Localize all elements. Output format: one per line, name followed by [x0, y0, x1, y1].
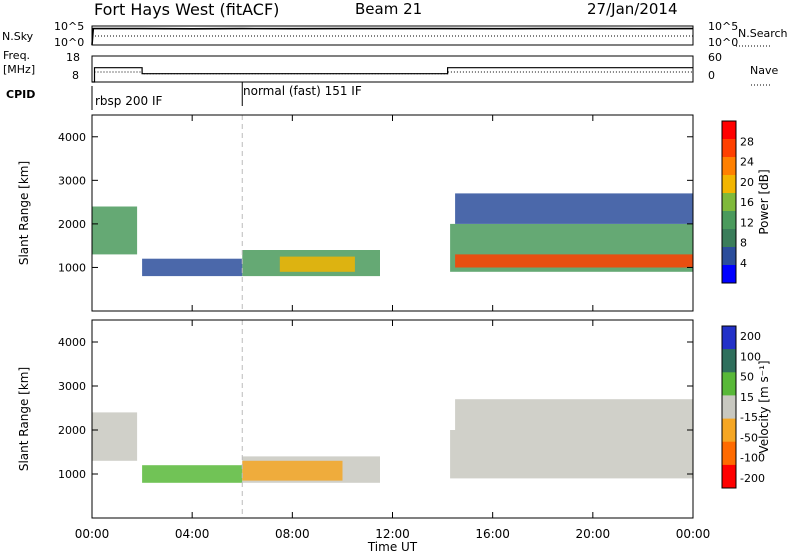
power-colorbar-segment: [722, 247, 736, 266]
velocity-colorbar-tick: 100: [740, 350, 761, 363]
velocity-colorbar-segment: [722, 441, 736, 466]
freq-series-line: [92, 67, 693, 83]
nave-tick-bottom: 0: [708, 69, 715, 82]
velocity-data-region: [142, 465, 243, 483]
cpid-segment-1: rbsp 200 IF: [95, 94, 163, 108]
station-title: Fort Hays West (fitACF): [94, 0, 280, 19]
freq-panel-frame: [91, 55, 694, 83]
velocity-colorbar-segment: [722, 395, 736, 419]
power-data-region: [279, 256, 355, 272]
cpid-label: CPID: [6, 88, 36, 101]
power-colorbar-tick: 24: [740, 156, 754, 169]
velocity-colorbar-tick: 200: [740, 330, 761, 343]
power-ytick-label: 2000: [58, 218, 86, 231]
velocity-colorbar-tick: -50: [740, 431, 758, 444]
power-colorbar-tick: 28: [740, 135, 754, 148]
power-colorbar-segment: [722, 265, 736, 284]
nsky-label: N.Sky: [2, 30, 34, 43]
velocity-ytick-label: 2000: [58, 424, 86, 437]
nave-tick-top: 60: [708, 51, 722, 64]
time-axis-label: Time UT: [367, 540, 418, 554]
power-colorbar-segment: [722, 121, 736, 140]
velocity-ytick-label: 3000: [58, 380, 86, 393]
time-tick-label: 00:00: [676, 527, 711, 541]
power-ytick-label: 3000: [58, 174, 86, 187]
time-tick-label: 08:00: [275, 527, 310, 541]
freq-tick-top: 18: [66, 51, 80, 64]
power-colorbar-segment: [722, 157, 736, 176]
velocity-colorbar-tick: -15: [740, 411, 758, 424]
nsky-series-line: [91, 27, 694, 46]
freq-label: Freq.: [3, 49, 31, 62]
time-tick-label: 00:00: [75, 527, 110, 541]
velocity-colorbar-frame: [721, 325, 737, 489]
velocity-colorbar-segment: [722, 418, 736, 443]
nave-series-line: [94, 71, 693, 75]
nave-label: Nave: [750, 64, 779, 77]
power-colorbar-tick: 8: [740, 237, 747, 250]
date-label: 27/Jan/2014: [587, 0, 678, 18]
velocity-ylabel: Slant Range [km]: [17, 367, 31, 471]
time-tick-label: 12:00: [375, 527, 410, 541]
time-tick-label: 20:00: [576, 527, 611, 541]
velocity-colorbar-label: Velocity [m s⁻¹]: [757, 360, 771, 453]
time-tick-label: 16:00: [475, 527, 510, 541]
power-ylabel: Slant Range [km]: [17, 161, 31, 265]
power-colorbar-segment: [722, 175, 736, 194]
power-data-region: [92, 206, 138, 255]
power-colorbar-tick: 16: [740, 196, 754, 209]
power-data-region: [142, 258, 243, 277]
noise-left-tick-bottom: 10^0: [54, 36, 85, 49]
power-ytick-label: 4000: [58, 131, 86, 144]
velocity-ytick-label: 1000: [58, 468, 86, 481]
velocity-colorbar-tick: -200: [740, 472, 765, 485]
velocity-colorbar-tick: 15: [740, 391, 754, 404]
velocity-colorbar-segment: [722, 326, 736, 350]
power-colorbar-tick: 12: [740, 216, 754, 229]
velocity-colorbar-tick: -100: [740, 452, 765, 465]
velocity-colorbar-tick: 50: [740, 371, 754, 384]
power-colorbar-tick: 20: [740, 176, 754, 189]
power-colorbar-segment: [722, 211, 736, 230]
velocity-colorbar-segment: [722, 349, 736, 373]
velocity-colorbar-segment: [722, 464, 736, 489]
velocity-data-region: [455, 399, 693, 430]
power-colorbar-frame: [721, 120, 737, 284]
power-colorbar-segment: [722, 193, 736, 212]
cpid-segment-2: normal (fast) 151 IF: [243, 84, 362, 98]
velocity-data-region: [450, 430, 693, 479]
power-ytick-label: 1000: [58, 261, 86, 274]
noise-right-tick-bottom: 10^0: [708, 36, 739, 49]
nsearch-label: N.Search: [738, 27, 788, 40]
noise-left-tick-top: 10^5: [54, 20, 85, 33]
power-colorbar-label: Power [dB]: [757, 169, 771, 234]
power-colorbar-tick: 4: [740, 257, 747, 270]
noise-right-tick-top: 10^5: [708, 20, 739, 33]
velocity-data-region: [92, 412, 138, 461]
freq-tick-bottom: 8: [72, 69, 79, 82]
power-colorbar-segment: [722, 139, 736, 158]
power-data-region: [455, 193, 693, 224]
velocity-ytick-label: 4000: [58, 336, 86, 349]
velocity-data-region: [242, 460, 343, 481]
beam-label: Beam 21: [355, 0, 423, 18]
power-colorbar-segment: [722, 229, 736, 248]
freq-unit-label: [MHz]: [3, 63, 36, 76]
power-data-region: [455, 254, 693, 268]
time-tick-label: 04:00: [175, 527, 210, 541]
velocity-colorbar-segment: [722, 372, 736, 396]
